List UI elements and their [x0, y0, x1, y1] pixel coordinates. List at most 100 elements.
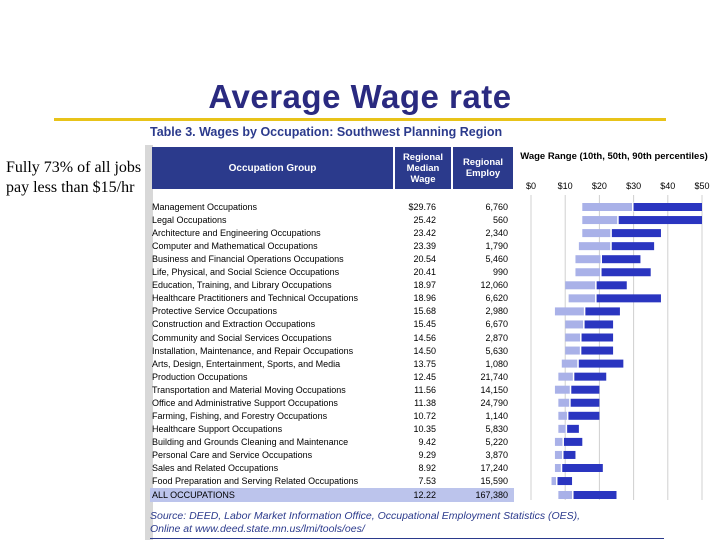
table-row: Farming, Fishing, and Forestry Occupatio…	[152, 410, 514, 423]
occupation-label: ALL OCCUPATIONS	[152, 490, 235, 500]
table-row: Management Occupations $29.76 6,760	[152, 201, 514, 214]
occupation-label: Office and Administrative Support Occupa…	[152, 397, 338, 408]
table-row: Legal Occupations 25.42 560	[152, 214, 514, 227]
bar-median-to-90th	[572, 491, 617, 499]
occupation-label: Farming, Fishing, and Forestry Occupatio…	[152, 410, 328, 421]
table-row: Education, Training, and Library Occupat…	[152, 279, 514, 292]
x-tick-label: $50	[694, 181, 710, 191]
bar-10th-to-median	[565, 320, 584, 329]
occupation-label: Arts, Design, Entertainment, Sports, and…	[152, 358, 341, 369]
bar-10th-to-median	[554, 307, 585, 316]
employment-value: 3,870	[485, 449, 508, 460]
bar-median-to-90th	[556, 477, 573, 486]
header-occupation-group: Occupation Group	[152, 147, 393, 189]
employment-value: 2,870	[485, 332, 508, 343]
employment-value: 2,340	[485, 228, 508, 239]
bar-10th-to-median	[561, 359, 579, 368]
table-row: ALL OCCUPATIONS 12.22 167,380	[152, 489, 514, 502]
employment-value: 5,830	[485, 423, 508, 434]
bar-median-to-90th	[578, 359, 624, 368]
table-row: Building and Grounds Cleaning and Mainte…	[152, 436, 514, 449]
bar-median-to-90th	[595, 294, 661, 303]
occupation-label: Education, Training, and Library Occupat…	[152, 280, 332, 291]
table-row: Community and Social Services Occupation…	[152, 332, 514, 345]
occupation-label: Installation, Maintenance, and Repair Oc…	[152, 345, 354, 356]
employment-value: 6,620	[485, 293, 508, 304]
employment-value: 17,240	[480, 463, 508, 473]
source-line-2: Online at www.deed.state.mn.us/lmi/tools…	[150, 523, 365, 535]
employment-value: 5,460	[485, 254, 508, 265]
bar-median-to-90th	[580, 333, 614, 342]
bar-10th-to-median	[565, 333, 581, 342]
bar-median-to-90th	[573, 372, 607, 381]
bar-median-to-90th	[632, 203, 702, 211]
bar-median-to-90th	[611, 229, 661, 238]
side-note: Fully 73% of all jobs pay less than $15/…	[6, 159, 142, 196]
bar-10th-to-median	[558, 372, 574, 381]
bar-10th-to-median	[554, 385, 571, 394]
median-wage-value: 13.75	[413, 358, 436, 369]
table-row: Office and Administrative Support Occupa…	[152, 397, 514, 410]
bar-median-to-90th	[580, 346, 614, 355]
table-row: Food Preparation and Serving Related Occ…	[152, 475, 514, 488]
median-wage-value: 14.50	[413, 345, 436, 356]
bar-median-to-90th	[584, 307, 620, 316]
slide-title: Average Wage rate	[208, 78, 512, 115]
source-line-1: Source: DEED, Labor Market Information O…	[150, 510, 581, 522]
table-row: Business and Financial Operations Occupa…	[152, 253, 514, 266]
occupation-label: Transportation and Material Moving Occup…	[152, 384, 346, 395]
occupation-label: Business and Financial Operations Occupa…	[152, 254, 344, 265]
table-left-shade	[145, 145, 153, 540]
header-median-wage: Regional Median Wage	[395, 147, 451, 189]
bar-median-to-90th	[563, 437, 583, 446]
employment-value: 14,150	[480, 384, 508, 395]
table-row: Transportation and Material Moving Occup…	[152, 384, 514, 397]
bottom-rule	[150, 538, 664, 539]
header-wage-range: Wage Range (10th, 50th, 90th percentiles…	[520, 151, 708, 162]
bar-median-to-90th	[583, 320, 614, 329]
bar-median-to-90th	[569, 398, 600, 407]
median-wage-value: 10.72	[413, 410, 436, 421]
table-row: Protective Service Occupations 15.68 2,980	[152, 305, 514, 318]
bar-10th-to-median	[565, 346, 581, 355]
bar-10th-to-median	[575, 268, 601, 277]
table-row: Arts, Design, Entertainment, Sports, and…	[152, 358, 514, 371]
occupation-label: Community and Social Services Occupation…	[152, 332, 332, 343]
median-wage-value: 7.53	[418, 476, 436, 487]
occupation-label: Food Preparation and Serving Related Occ…	[152, 476, 359, 487]
x-tick-label: $0	[525, 181, 537, 191]
title-underline	[54, 118, 666, 121]
table-row: Installation, Maintenance, and Repair Oc…	[152, 345, 514, 358]
x-tick-label: $40	[660, 181, 676, 191]
bar-median-to-90th	[610, 242, 655, 251]
bar-10th-to-median	[554, 464, 562, 472]
occupation-label: Healthcare Support Occupations	[152, 423, 283, 434]
bar-10th-to-median	[568, 294, 596, 303]
occupation-label: Life, Physical, and Social Science Occup…	[152, 267, 340, 278]
table-row: Healthcare Practitioners and Technical O…	[152, 292, 514, 305]
bar-10th-to-median	[558, 491, 573, 499]
median-wage-value: 23.42	[413, 228, 436, 239]
table-row: Production Occupations 12.45 21,740	[152, 371, 514, 384]
bar-10th-to-median	[558, 398, 570, 407]
median-wage-value: 11.56	[414, 384, 436, 395]
bar-median-to-90th	[617, 216, 702, 225]
x-tick-label: $10	[557, 181, 573, 191]
occupation-label: Legal Occupations	[152, 215, 227, 226]
employment-value: 1,140	[485, 410, 508, 421]
employment-value: 21,740	[480, 371, 508, 382]
table-caption: Table 3. Wages by Occupation: Southwest …	[150, 125, 503, 139]
table-row: Sales and Related Occupations 8.92 17,240	[152, 462, 514, 475]
median-wage-value: 14.56	[413, 332, 436, 343]
bar-median-to-90th	[600, 268, 651, 277]
bar-10th-to-median	[575, 255, 602, 264]
bar-10th-to-median	[554, 437, 564, 446]
median-wage-value: 8.92	[418, 463, 436, 473]
bar-10th-to-median	[551, 477, 557, 486]
employment-value: 24,790	[480, 397, 508, 408]
table-row: Life, Physical, and Social Science Occup…	[152, 266, 514, 279]
bar-median-to-90th	[561, 464, 603, 472]
median-wage-value: 20.54	[413, 254, 436, 265]
median-wage-value: 11.38	[414, 397, 436, 408]
